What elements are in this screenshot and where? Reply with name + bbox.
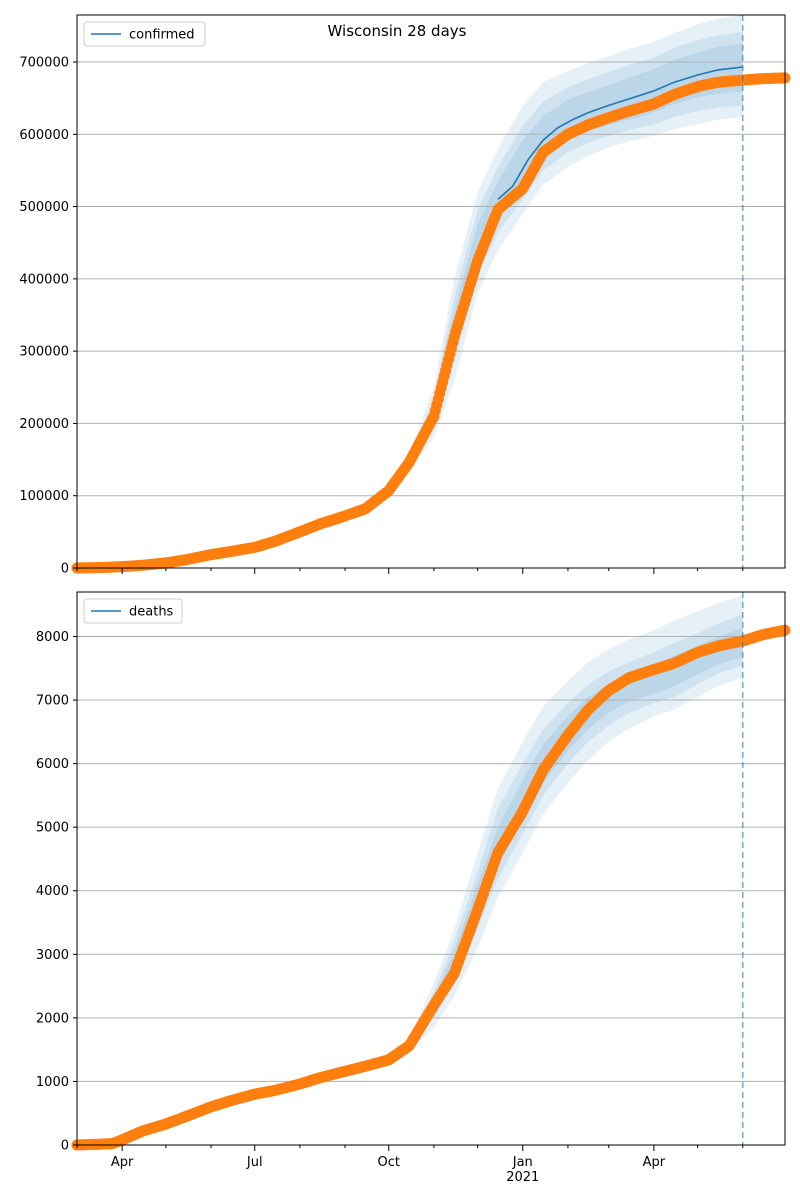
y-tick-label: 0 <box>61 1139 69 1154</box>
confirmed-y-axis: 0 100000 200000 300000 400000 500000 600000 700… <box>19 55 77 577</box>
y-tick-label: 700000 <box>19 55 69 70</box>
deaths-gridlines <box>77 635 785 1082</box>
chart-title: Wisconsin 28 days <box>328 22 467 40</box>
confirmed-model-line <box>497 66 743 200</box>
y-tick-label: 200000 <box>19 417 69 432</box>
deaths-uncertainty-bands <box>409 595 743 1051</box>
y-tick-label: 600000 <box>19 128 69 143</box>
model-line <box>497 66 743 200</box>
y-tick-label: 6000 <box>36 757 69 772</box>
deaths-panel: 0 1000 2000 3000 4000 5000 6000 7000 8000 Apr Jul… <box>36 591 791 1185</box>
y-tick-label: 100000 <box>19 489 69 504</box>
y-tick-label: 8000 <box>36 630 69 645</box>
y-tick-label: 5000 <box>36 821 69 836</box>
uncertainty-band-0 <box>409 15 743 470</box>
x-tick-label: Jan <box>512 1155 533 1170</box>
y-tick-label: 3000 <box>36 948 69 963</box>
y-tick-label: 0 <box>61 562 69 577</box>
x-tick-label: Apr <box>643 1155 666 1170</box>
uncertainty-band-0 <box>409 595 743 1051</box>
legend-label: confirmed <box>129 28 195 43</box>
deaths-legend: deaths <box>83 598 183 624</box>
y-tick-label: 1000 <box>36 1075 69 1090</box>
x-tick-label: Jul <box>246 1155 263 1170</box>
uncertainty-band-2 <box>409 628 743 1047</box>
legend-label: deaths <box>129 605 174 620</box>
y-tick-label: 500000 <box>19 200 69 215</box>
y-tick-label: 7000 <box>36 694 69 709</box>
legend-box <box>83 21 206 47</box>
y-tick-label: 4000 <box>36 884 69 899</box>
deaths-axes-frame <box>76 591 786 1146</box>
y-tick-label: 2000 <box>36 1011 69 1026</box>
y-tick-label: 400000 <box>19 272 69 287</box>
deaths-observed-points <box>71 624 791 1151</box>
x-tick-label: Apr <box>111 1155 134 1170</box>
uncertainty-band-1 <box>409 614 743 1049</box>
confirmed-observed-points <box>71 72 791 574</box>
x-tick-label: Oct <box>378 1155 400 1170</box>
deaths-y-axis: 0 1000 2000 3000 4000 5000 6000 7000 8000 <box>36 630 77 1154</box>
legend-box <box>83 598 183 624</box>
confirmed-axes-frame <box>76 14 786 569</box>
confirmed-x-axis <box>76 568 744 574</box>
y-tick-label: 300000 <box>19 345 69 360</box>
confirmed-legend: confirmed <box>83 21 206 47</box>
confirmed-panel: 0 100000 200000 300000 400000 500000 600000 700… <box>19 14 791 577</box>
x-tick-label: 2021 <box>506 1170 539 1185</box>
confirmed-gridlines <box>77 61 785 497</box>
